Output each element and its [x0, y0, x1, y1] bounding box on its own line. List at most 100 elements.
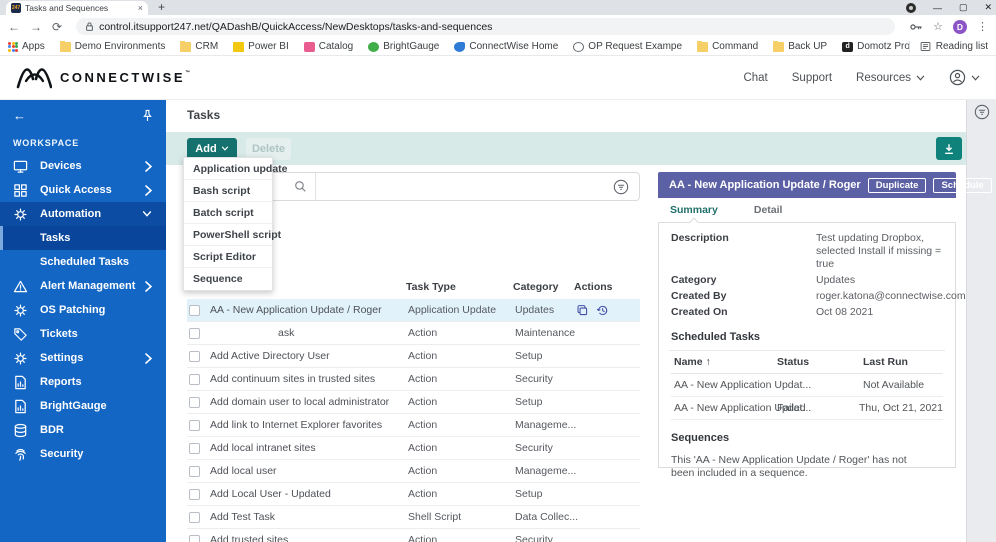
row-checkbox[interactable] [189, 327, 200, 339]
list-filter-button[interactable] [613, 179, 629, 195]
schedule-button[interactable]: Schedule [933, 177, 992, 193]
row-checkbox[interactable] [189, 488, 200, 500]
row-checkbox[interactable] [189, 304, 200, 316]
duplicate-button[interactable]: Duplicate [867, 177, 927, 193]
bookmark-item[interactable]: Apps [8, 41, 45, 52]
column-last-run[interactable]: Last Run [863, 356, 908, 368]
row-checkbox[interactable] [189, 465, 200, 477]
table-row[interactable]: Add domain user to local administrator Ac… [187, 391, 640, 414]
sidebar-collapse-icon[interactable]: ← [13, 107, 26, 123]
new-tab-button[interactable]: + [158, 0, 166, 14]
bookmark-item[interactable]: OP Request Exampe [573, 41, 682, 52]
automation-gear-icon [12, 207, 28, 222]
row-checkbox[interactable] [189, 442, 200, 454]
apps-grid-icon [8, 41, 18, 52]
column-name[interactable]: Name ↑ [674, 356, 711, 368]
sidebar-item-alert-management[interactable]: Alert Management [0, 274, 166, 298]
menu-item-bash-script[interactable]: Bash script [184, 180, 272, 202]
window-minimize-button[interactable]: — [932, 2, 942, 13]
download-button[interactable] [936, 137, 962, 160]
sidebar-item-brightgauge[interactable]: BrightGauge [0, 394, 166, 418]
back-icon[interactable]: ← [8, 19, 20, 34]
bookmark-item[interactable]: CRM [180, 41, 218, 52]
menu-item-script-editor[interactable]: Script Editor [184, 246, 272, 268]
bookmark-item[interactable]: Demo Environments [59, 41, 165, 52]
row-checkbox[interactable] [189, 350, 200, 362]
browser-menu-icon[interactable]: ⋮ [977, 21, 988, 33]
bookmark-item[interactable]: Back UP [773, 41, 827, 52]
menu-item-batch-script[interactable]: Batch script [184, 202, 272, 224]
sidebar-item-reports[interactable]: Reports [0, 370, 166, 394]
forward-icon[interactable]: → [30, 19, 42, 34]
table-row[interactable]: Add continuum sites in trusted sites Acti… [187, 368, 640, 391]
sidebar-item-automation[interactable]: Automation [0, 202, 166, 226]
reload-icon[interactable]: ⟳ [52, 19, 63, 34]
row-checkbox[interactable] [189, 396, 200, 408]
key-icon[interactable] [909, 21, 923, 33]
task-type: Action [408, 327, 438, 339]
row-checkbox[interactable] [189, 419, 200, 431]
sidebar-item-tickets[interactable]: Tickets [0, 322, 166, 346]
table-row[interactable]: ask Action Maintenance [187, 322, 640, 345]
column-task-type[interactable]: Task Type [406, 281, 456, 293]
table-row[interactable]: Add trusted sites Action Security [187, 529, 640, 542]
support-link[interactable]: Support [791, 71, 833, 84]
task-category: Security [515, 373, 553, 385]
tab-close-icon[interactable]: × [137, 3, 143, 13]
bookmark-item[interactable]: ConnectWise Home [454, 41, 558, 52]
browser-tab[interactable]: 247 Tasks and Sequences × [6, 1, 148, 15]
add-button[interactable]: Add [187, 137, 237, 160]
history-icon[interactable] [596, 304, 609, 317]
pin-icon[interactable] [142, 109, 153, 122]
delete-button[interactable]: Delete [246, 137, 291, 160]
sidebar-item-quick-access[interactable]: Quick Access [0, 178, 166, 202]
column-category[interactable]: Category [513, 281, 559, 293]
reading-list-button[interactable]: Reading list [908, 41, 988, 52]
scheduled-task-row[interactable]: AA - New Application Updat... Failed Thu, … [671, 397, 943, 420]
bookmark-item[interactable]: Command [697, 41, 758, 52]
sidebar-item-settings[interactable]: Settings [0, 346, 166, 370]
window-close-button[interactable]: ✕ [984, 2, 992, 12]
table-row[interactable]: Add Active Directory User Action Setup [187, 345, 640, 368]
menu-item-sequence[interactable]: Sequence [193, 273, 243, 285]
bookmark-item[interactable]: BrightGauge [368, 41, 439, 52]
sidebar-item-security[interactable]: Security [0, 442, 166, 466]
table-row[interactable]: Add Test Task Shell Script Data Collec... [187, 506, 640, 529]
address-bar[interactable]: control.itsupport247.net/QADashB/QuickAc… [76, 18, 896, 35]
column-status[interactable]: Status [777, 356, 810, 368]
table-row[interactable]: AA - New Application Update / Roger Appli… [187, 299, 640, 322]
search-input[interactable] [188, 173, 316, 200]
sidebar-item-devices[interactable]: Devices [0, 154, 166, 178]
panel-filter-button[interactable] [974, 104, 990, 125]
bookmark-label: Apps [22, 41, 45, 52]
table-row[interactable]: Add local user Action Manageme... [187, 460, 640, 483]
folder-icon [180, 41, 192, 52]
bookmark-item[interactable]: Power BI [233, 41, 289, 52]
bookmark-item[interactable]: Catalog [303, 41, 353, 52]
table-row[interactable]: Add Local User - Updated Action Setup [187, 483, 640, 506]
bookmark-star-icon[interactable]: ☆ [933, 21, 943, 33]
sidebar-item-bdr[interactable]: BDR [0, 418, 166, 442]
tab-summary[interactable]: Summary [662, 204, 726, 228]
table-row[interactable]: Add local intranet sites Action Security [187, 437, 640, 460]
row-checkbox[interactable] [189, 511, 200, 523]
gear-icon [12, 351, 28, 366]
user-menu[interactable] [949, 69, 980, 86]
sidebar-subitem-tasks[interactable]: Tasks [0, 226, 166, 250]
scheduled-task-row[interactable]: AA - New Application Updat... Not Availab… [671, 374, 943, 397]
row-checkbox[interactable] [189, 373, 200, 385]
menu-item-powershell-script[interactable]: PowerShell script [184, 224, 281, 246]
browser-avatar[interactable]: D [953, 19, 967, 34]
chat-link[interactable]: Chat [743, 71, 768, 84]
window-maximize-button[interactable]: ▢ [958, 2, 968, 12]
resources-link[interactable]: Resources [856, 72, 925, 84]
copy-icon[interactable] [576, 304, 589, 317]
row-checkbox[interactable] [189, 534, 200, 542]
menu-item-application-update[interactable]: Application update [184, 158, 288, 180]
tag-icon [12, 327, 28, 342]
tab-detail[interactable]: Detail [753, 204, 783, 216]
sidebar-subitem-scheduled-tasks[interactable]: Scheduled Tasks [40, 256, 130, 268]
sidebar-item-os-patching[interactable]: OS Patching [0, 298, 166, 322]
table-row[interactable]: Add link to Internet Explorer favorites A… [187, 414, 640, 437]
